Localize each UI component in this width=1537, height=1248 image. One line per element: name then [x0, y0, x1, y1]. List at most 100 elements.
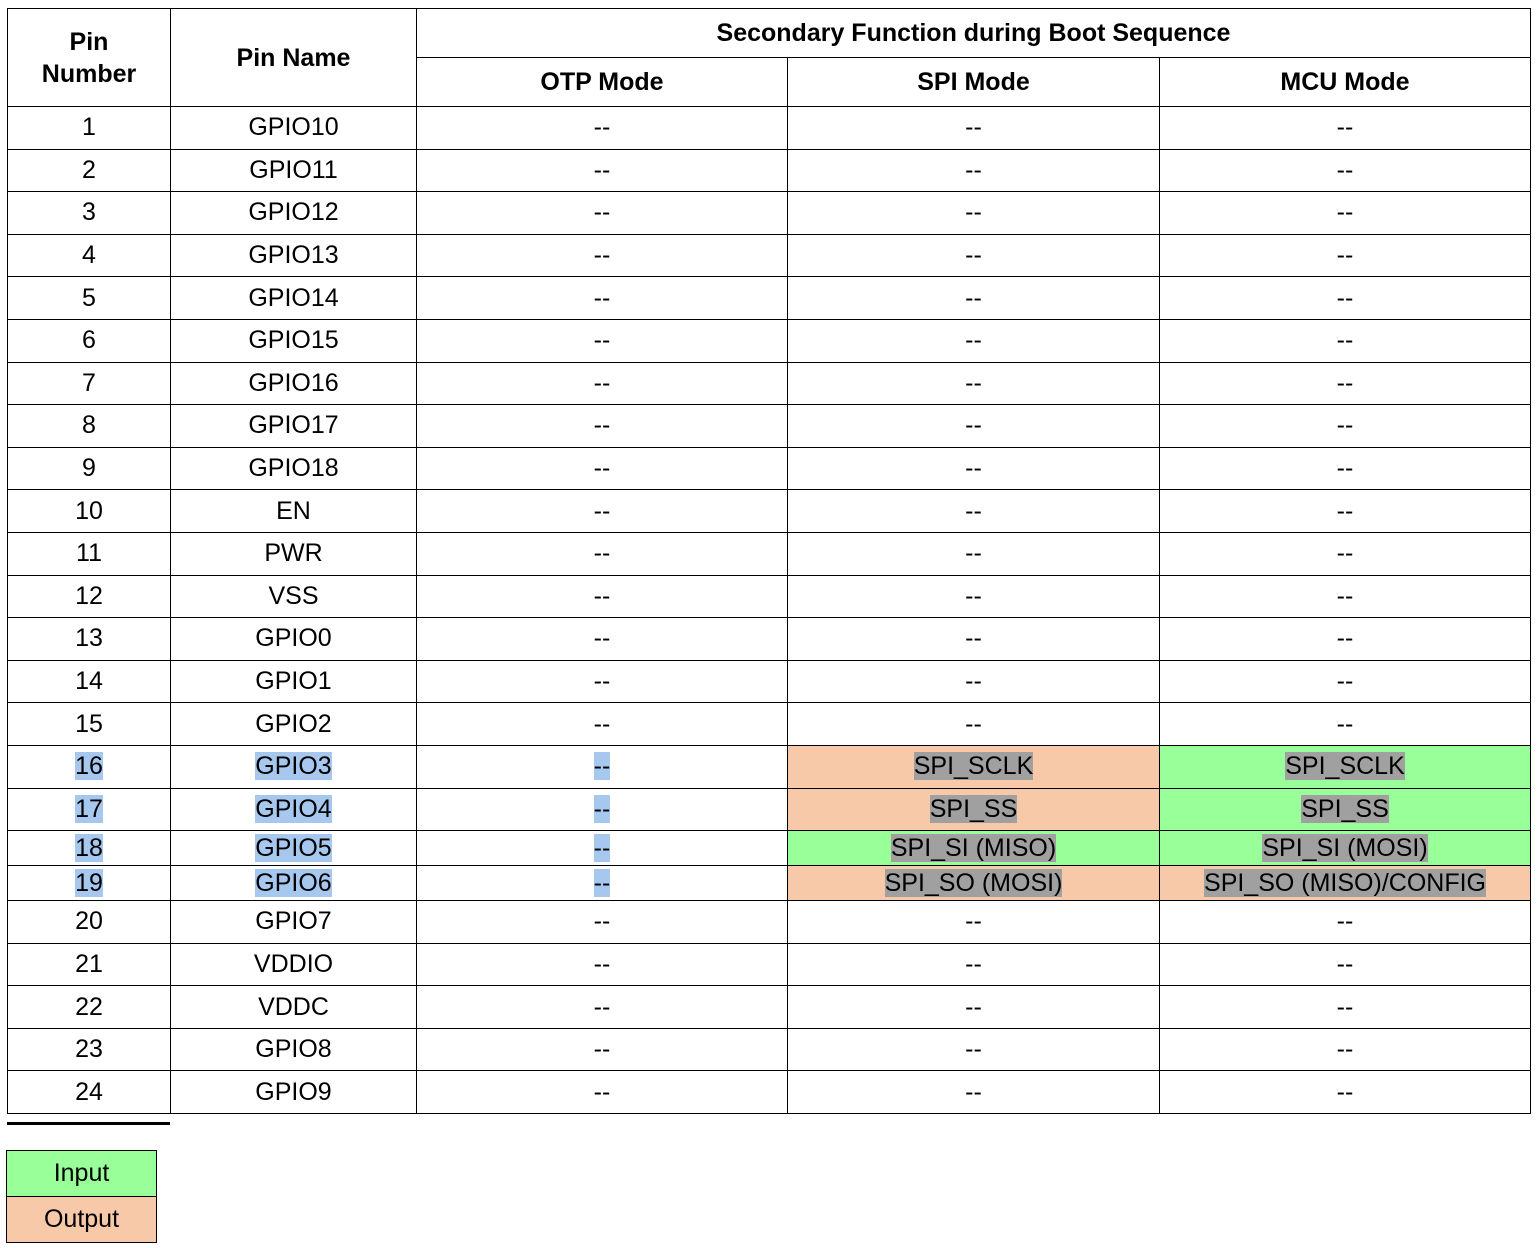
cell-otp: --: [416, 233, 788, 278]
cell-num: 24: [7, 1070, 171, 1115]
cell-otp-text: --: [593, 667, 611, 696]
cell-num-text: 24: [75, 1077, 103, 1106]
cell-name: GPIO6: [170, 865, 417, 902]
cell-otp-text: --: [593, 198, 611, 227]
cell-mcu: --: [1158, 489, 1532, 533]
cell-otp: --: [416, 106, 788, 150]
cell-name-text: GPIO1: [255, 667, 332, 696]
legend-output: Output: [6, 1196, 157, 1243]
cell-mcu-text: --: [1336, 496, 1354, 525]
cell-name-text: GPIO4: [255, 794, 332, 823]
cell-otp: --: [416, 900, 788, 944]
cell-otp-text: --: [593, 1035, 611, 1064]
cell-name: GPIO17: [170, 404, 417, 448]
cell-mcu-text: SPI_SS: [1301, 794, 1389, 823]
cell-name-text: GPIO15: [248, 326, 339, 355]
cell-num: 2: [7, 148, 171, 193]
cell-mcu: SPI_SCLK: [1158, 744, 1532, 789]
cell-otp: --: [416, 318, 788, 363]
cell-name-text: GPIO13: [248, 241, 339, 270]
cell-num: 10: [7, 489, 171, 533]
cell-mcu: --: [1158, 361, 1532, 406]
cell-otp-text: --: [593, 326, 611, 355]
cell-num-text: 2: [82, 155, 96, 184]
cell-otp: --: [416, 617, 788, 661]
cell-num-text: 12: [75, 581, 103, 610]
cell-mcu-text: --: [1336, 368, 1354, 397]
cell-name-text: GPIO11: [249, 155, 338, 184]
cell-mcu: SPI_SI (MOSI): [1158, 830, 1532, 867]
cell-num: 14: [7, 659, 171, 704]
cell-mcu-text: --: [1336, 411, 1354, 440]
cell-name: VSS: [170, 574, 417, 619]
cell-mcu-text: --: [1336, 624, 1354, 653]
cell-mcu-text: --: [1336, 113, 1354, 142]
header-pin-name: Pin Name: [170, 8, 417, 107]
cell-otp: --: [416, 1027, 788, 1072]
cell-otp: --: [416, 446, 788, 491]
cell-otp-text: --: [593, 624, 611, 653]
cell-mcu: --: [1158, 1027, 1532, 1072]
table-bottom-rule: [7, 1122, 170, 1125]
cell-spi: --: [787, 318, 1160, 363]
cell-num: 1: [7, 106, 171, 150]
cell-name: GPIO16: [170, 361, 417, 406]
cell-otp-text: --: [593, 539, 611, 568]
cell-num-text: 16: [75, 752, 103, 781]
cell-spi-text: --: [965, 454, 982, 483]
cell-num: 4: [7, 233, 171, 278]
cell-name-text: PWR: [264, 539, 323, 568]
cell-name-text: GPIO7: [255, 907, 332, 936]
cell-mcu-text: --: [1336, 667, 1354, 696]
cell-mcu-text: --: [1336, 581, 1354, 610]
cell-name: GPIO4: [170, 787, 417, 832]
cell-name-text: GPIO18: [248, 454, 339, 483]
cell-num-text: 21: [75, 949, 103, 978]
cell-name-text: GPIO9: [255, 1077, 332, 1106]
cell-otp: --: [416, 1070, 788, 1115]
cell-otp: --: [416, 276, 788, 320]
cell-spi-text: --: [965, 155, 982, 184]
cell-num: 8: [7, 404, 171, 448]
cell-name-text: GPIO5: [255, 833, 332, 862]
cell-mcu: --: [1158, 404, 1532, 448]
cell-spi-text: --: [965, 496, 982, 525]
cell-spi: --: [787, 361, 1160, 406]
cell-spi-text: SPI_SO (MOSI): [884, 868, 1063, 897]
cell-mcu: --: [1158, 191, 1532, 235]
cell-num: 12: [7, 574, 171, 619]
cell-mcu: SPI_SS: [1158, 787, 1532, 832]
cell-name: GPIO9: [170, 1070, 417, 1115]
cell-otp: --: [416, 489, 788, 533]
cell-num-text: 6: [82, 326, 96, 355]
cell-num-text: 11: [76, 539, 102, 568]
legend-input: Input: [6, 1150, 157, 1197]
cell-name: GPIO3: [170, 744, 417, 789]
cell-mcu-text: --: [1336, 1077, 1354, 1106]
cell-spi-text: --: [965, 907, 982, 936]
cell-otp: --: [416, 361, 788, 406]
cell-otp: --: [416, 787, 788, 832]
cell-spi: --: [787, 942, 1160, 987]
cell-otp-text: --: [593, 992, 611, 1021]
cell-num: 23: [7, 1027, 171, 1072]
cell-spi: --: [787, 1027, 1160, 1072]
cell-mcu-text: --: [1336, 155, 1354, 184]
cell-num-text: 20: [75, 907, 103, 936]
table-row: 10 EN -- -- --: [7, 489, 1532, 533]
cell-num-text: 3: [82, 198, 96, 227]
cell-spi-text: --: [965, 326, 982, 355]
cell-num-text: 13: [75, 624, 103, 653]
cell-otp-text: --: [593, 949, 611, 978]
cell-num-text: 1: [82, 113, 96, 142]
table-row: 24 GPIO9 -- -- --: [7, 1070, 1532, 1115]
cell-num: 9: [7, 446, 171, 491]
cell-otp-text: --: [593, 794, 611, 823]
cell-num: 11: [7, 531, 171, 576]
header-otp-mode: OTP Mode: [416, 57, 788, 107]
cell-num-text: 14: [75, 667, 103, 696]
cell-num-text: 7: [82, 368, 96, 397]
cell-name-text: VSS: [268, 581, 319, 610]
cell-mcu: --: [1158, 531, 1532, 576]
table-row: 4 GPIO13 -- -- --: [7, 233, 1532, 278]
